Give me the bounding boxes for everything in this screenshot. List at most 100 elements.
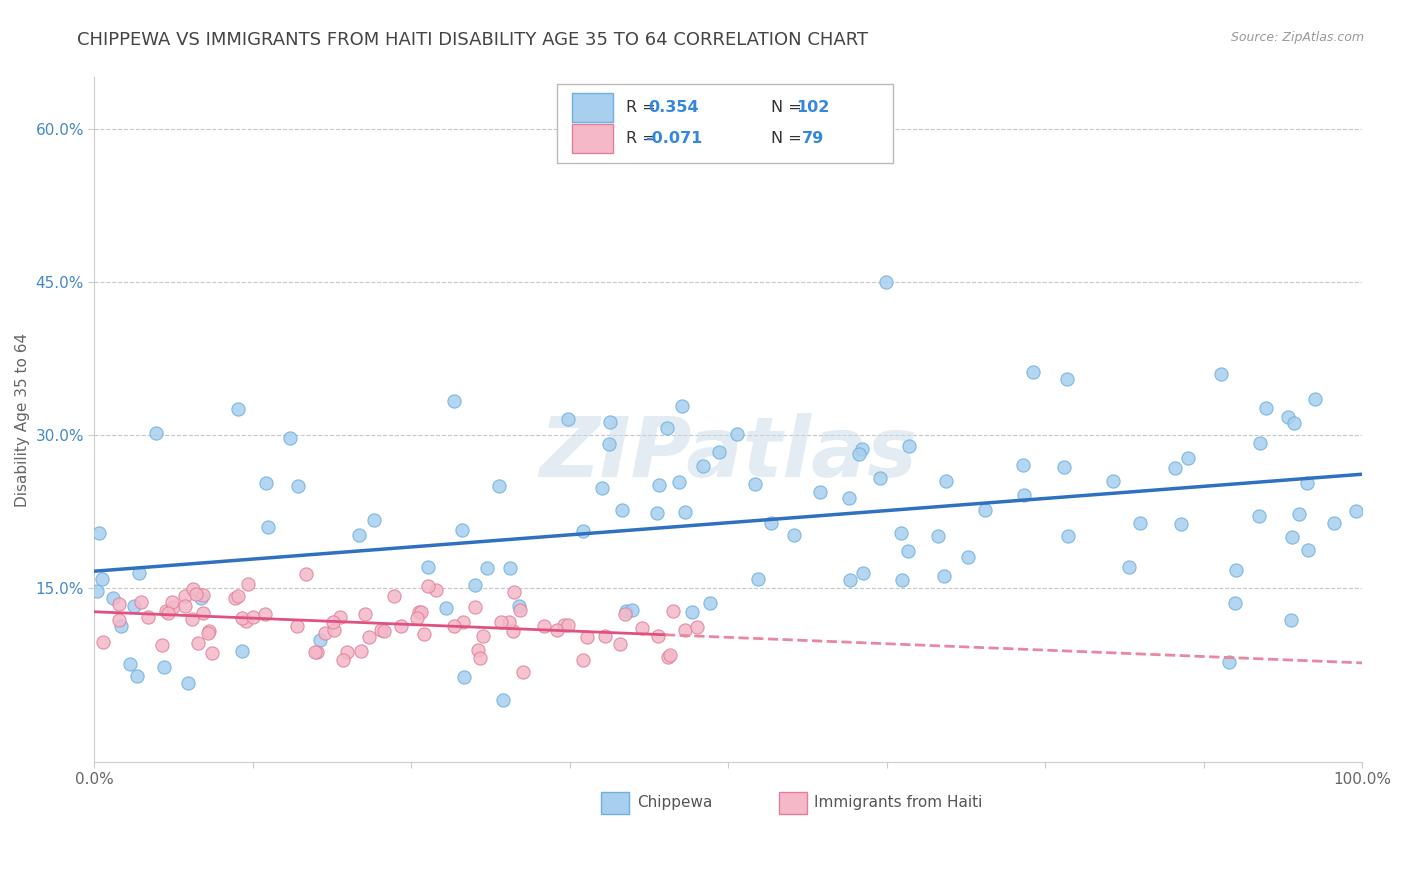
Point bbox=[489, 615, 512, 629]
Point bbox=[575, 630, 598, 644]
Point bbox=[235, 614, 257, 628]
Point bbox=[1284, 416, 1306, 430]
Point bbox=[598, 437, 620, 451]
Point bbox=[898, 438, 921, 452]
Point bbox=[304, 644, 326, 658]
Text: ZIPatlas: ZIPatlas bbox=[540, 413, 917, 494]
Point bbox=[1012, 488, 1035, 502]
Point bbox=[187, 636, 209, 650]
Point bbox=[295, 566, 318, 581]
Point bbox=[838, 491, 860, 505]
Point bbox=[477, 560, 499, 574]
Point bbox=[692, 458, 714, 473]
Point bbox=[181, 582, 204, 596]
Point bbox=[546, 623, 568, 637]
Point bbox=[145, 425, 167, 440]
Point bbox=[974, 503, 997, 517]
Text: 0.354: 0.354 bbox=[648, 100, 699, 115]
Point bbox=[122, 599, 145, 614]
Point bbox=[661, 604, 683, 618]
Point bbox=[599, 415, 621, 429]
Point bbox=[492, 693, 515, 707]
Point bbox=[668, 475, 690, 490]
Point bbox=[725, 426, 748, 441]
Point bbox=[336, 645, 359, 659]
Point bbox=[231, 644, 253, 658]
Point bbox=[620, 603, 643, 617]
Point bbox=[108, 597, 131, 611]
Point bbox=[1288, 507, 1310, 521]
Point bbox=[236, 577, 259, 591]
Point bbox=[91, 572, 114, 586]
Bar bbox=[572, 93, 613, 122]
Point bbox=[464, 578, 486, 592]
Point bbox=[707, 444, 730, 458]
Point bbox=[450, 523, 472, 537]
Point bbox=[838, 574, 860, 588]
Text: R =: R = bbox=[626, 131, 655, 145]
Point bbox=[434, 601, 457, 615]
Point bbox=[231, 611, 253, 625]
Point bbox=[136, 610, 159, 624]
Point bbox=[647, 629, 669, 643]
Point bbox=[191, 606, 214, 620]
Point bbox=[190, 591, 212, 605]
Point bbox=[197, 626, 219, 640]
Point bbox=[852, 566, 875, 581]
Point bbox=[467, 642, 489, 657]
Point bbox=[557, 617, 579, 632]
Point bbox=[851, 442, 873, 456]
Point bbox=[612, 503, 634, 517]
Point bbox=[533, 619, 555, 633]
Text: N =: N = bbox=[772, 131, 801, 145]
Point bbox=[174, 589, 197, 603]
Point bbox=[131, 595, 153, 609]
Point bbox=[412, 627, 434, 641]
Point bbox=[472, 630, 495, 644]
Text: N =: N = bbox=[772, 100, 801, 115]
Point bbox=[1296, 543, 1319, 558]
Text: R =: R = bbox=[626, 100, 655, 115]
Point bbox=[308, 633, 330, 648]
Point bbox=[1323, 516, 1346, 530]
Point bbox=[257, 520, 280, 534]
Text: CHIPPEWA VS IMMIGRANTS FROM HAITI DISABILITY AGE 35 TO 64 CORRELATION CHART: CHIPPEWA VS IMMIGRANTS FROM HAITI DISABI… bbox=[77, 31, 869, 49]
Point bbox=[512, 665, 534, 680]
Point bbox=[631, 621, 654, 635]
Point bbox=[174, 599, 197, 613]
Point bbox=[686, 620, 709, 634]
Bar bbox=[572, 124, 613, 153]
Point bbox=[614, 604, 637, 618]
Point bbox=[254, 607, 277, 621]
Point bbox=[671, 399, 693, 413]
Point bbox=[287, 479, 309, 493]
Point bbox=[464, 599, 486, 614]
Point bbox=[150, 638, 173, 652]
Point bbox=[571, 524, 593, 539]
Point bbox=[553, 618, 575, 632]
Point bbox=[502, 585, 524, 599]
Point bbox=[186, 587, 208, 601]
Point bbox=[1296, 476, 1319, 491]
Point bbox=[389, 618, 412, 632]
Point bbox=[285, 619, 308, 633]
Point bbox=[201, 646, 224, 660]
Point bbox=[418, 559, 440, 574]
Point bbox=[1012, 458, 1035, 472]
Point bbox=[443, 618, 465, 632]
Point bbox=[1303, 392, 1326, 406]
Point bbox=[613, 607, 636, 621]
Point bbox=[254, 476, 277, 491]
Point bbox=[699, 596, 721, 610]
Point bbox=[425, 582, 447, 597]
Point bbox=[354, 607, 377, 622]
Point bbox=[322, 615, 344, 629]
Point bbox=[897, 543, 920, 558]
Point bbox=[673, 505, 696, 519]
Point bbox=[1170, 517, 1192, 532]
Point bbox=[416, 579, 439, 593]
Text: 79: 79 bbox=[801, 131, 824, 145]
Point bbox=[470, 651, 492, 665]
Point bbox=[1056, 371, 1078, 385]
Point bbox=[498, 615, 520, 630]
